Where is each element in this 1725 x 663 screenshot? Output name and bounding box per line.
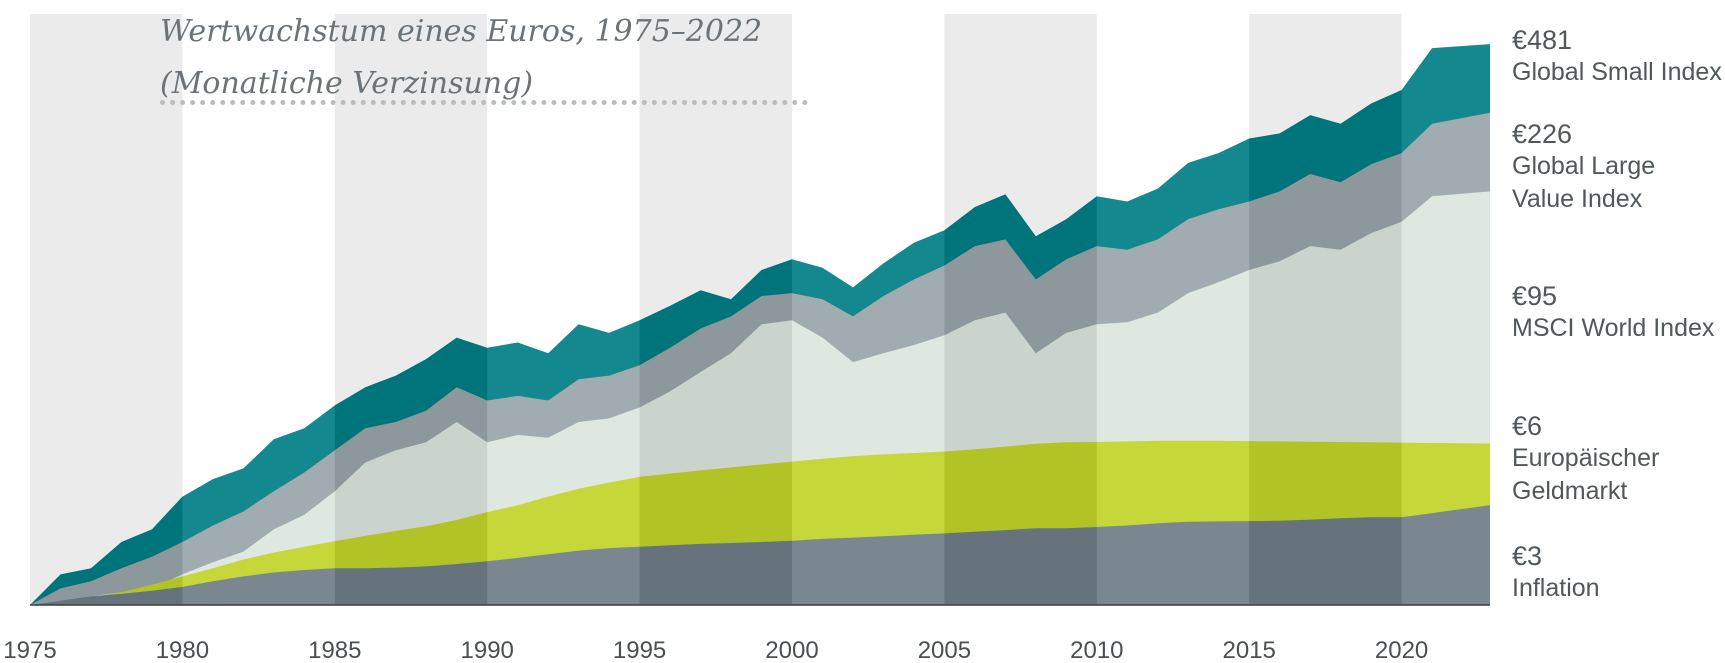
series-end-label: €3 Inflation (1512, 540, 1600, 605)
chart-title: Wertwachstum eines Euros, 1975–2022 (160, 14, 763, 49)
x-tick-label: 1990 (461, 637, 514, 663)
title-dotted-divider (160, 100, 808, 105)
year-band-2010 (1096, 14, 1250, 605)
x-tick-label: 2015 (1223, 637, 1276, 663)
series-final-value: €481 (1512, 25, 1573, 55)
x-tick-label: 1985 (308, 637, 361, 663)
x-tick-label: 1975 (3, 637, 56, 663)
year-band-2020 (1401, 14, 1490, 605)
series-name: MSCI World Index (1512, 314, 1715, 342)
series-final-value: €95 (1512, 281, 1558, 311)
x-tick-label: 2010 (1070, 637, 1123, 663)
chart-subtitle: (Monatliche Verzinsung) (160, 66, 534, 101)
x-tick-label: 2005 (918, 637, 971, 663)
year-band-1990 (487, 14, 640, 605)
x-axis-ticks: 1975 1980 1985 1990 1995 2000 2005 2010 2015 2020 (3, 637, 1428, 663)
series-areas (30, 44, 1490, 606)
year-band-1980 (182, 14, 335, 605)
series-area-4 (30, 505, 1490, 605)
x-tick-label: 2000 (765, 637, 818, 663)
series-final-value: €226 (1512, 119, 1573, 149)
series-end-label: €95 MSCI World Index (1512, 280, 1714, 345)
year-band-2000 (792, 14, 945, 605)
series-end-label: €481 Global Small Index (1512, 24, 1722, 89)
series-name: Global Large Value Index (1512, 152, 1656, 213)
year-band-1985 (334, 14, 488, 605)
x-tick-label: 1980 (156, 637, 209, 663)
chart-title-block: Wertwachstum eines Euros, 1975–2022 (Mon… (160, 6, 762, 110)
series-name: Europäischer Geldmarkt (1512, 444, 1660, 505)
series-end-label: €226 Global Large Value Index (1512, 118, 1655, 216)
series-name: Inflation (1512, 574, 1600, 602)
year-band-1995 (639, 14, 792, 605)
year-band-2005 (944, 14, 1097, 605)
year-band-overlays (30, 14, 1490, 605)
year-band-2015 (1249, 14, 1402, 605)
x-tick-label: 2020 (1375, 637, 1428, 663)
series-name: Global Small Index (1512, 58, 1722, 86)
year-band-1975 (30, 14, 183, 605)
series-final-value: €3 (1512, 541, 1543, 571)
x-tick-label: 1995 (613, 637, 666, 663)
series-end-label: €6 Europäischer Geldmarkt (1512, 410, 1659, 508)
series-final-value: €6 (1512, 411, 1543, 441)
